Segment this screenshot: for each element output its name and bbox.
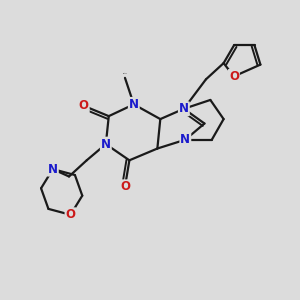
Text: N: N <box>179 102 189 115</box>
Text: N: N <box>129 98 139 111</box>
Text: O: O <box>120 180 130 193</box>
Text: O: O <box>65 208 76 221</box>
Text: O: O <box>79 99 89 112</box>
Text: N: N <box>180 133 190 146</box>
Text: methyl: methyl <box>122 73 128 74</box>
Text: N: N <box>101 138 111 151</box>
Text: O: O <box>229 70 239 83</box>
Text: N: N <box>48 163 58 176</box>
